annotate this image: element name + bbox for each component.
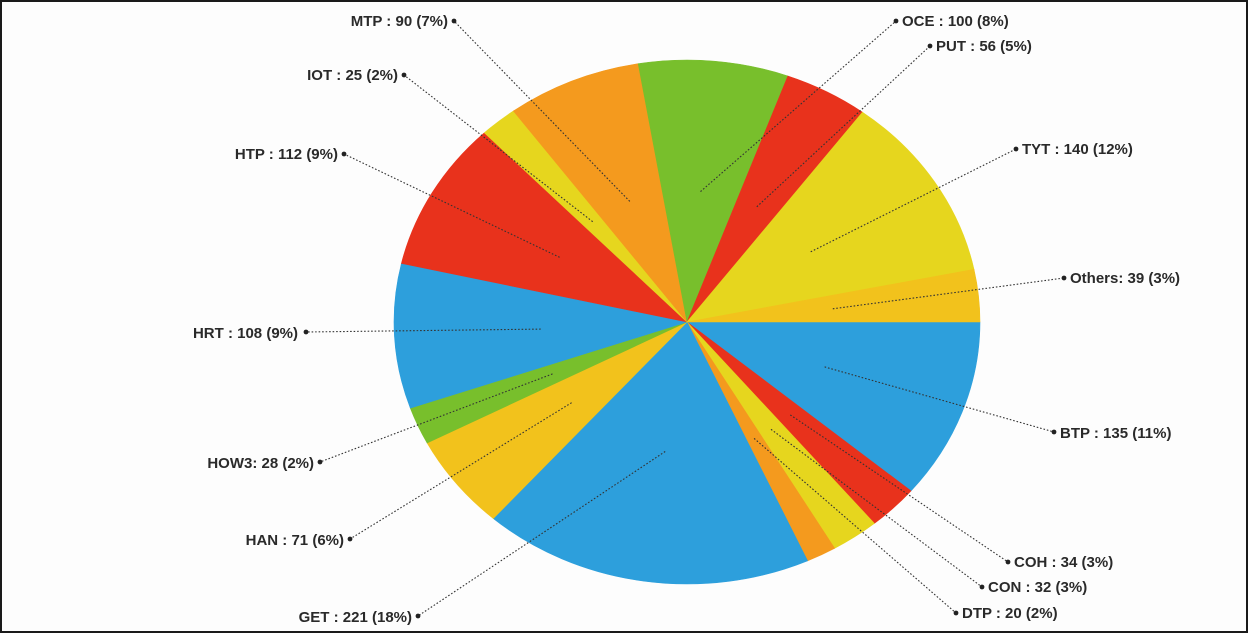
leader-arrowhead-dtp xyxy=(953,610,959,616)
slice-label-btp: BTP : 135 (11%) xyxy=(1060,425,1171,442)
pie-slice-mtp xyxy=(512,63,688,323)
pie-slice-btp xyxy=(686,321,981,492)
leader-arrowhead-oce xyxy=(893,18,899,24)
slice-label-mtp: MTP : 90 (7%) xyxy=(351,13,448,30)
leader-arrowhead-others xyxy=(1061,275,1067,281)
slice-label-how3: HOW3: 28 (2%) xyxy=(207,455,314,472)
slice-label-dtp: DTP : 20 (2%) xyxy=(962,605,1058,622)
slice-labels: BTP : 135 (11%) COH : 34 (3%) CON : 32 (3%… xyxy=(193,13,1180,626)
leader-line-put xyxy=(756,45,931,208)
leader-line-han xyxy=(349,402,572,540)
leader-line-oce xyxy=(700,20,897,193)
leader-arrowhead-coh xyxy=(1005,559,1011,565)
slice-label-iot: IOT : 25 (2%) xyxy=(307,67,398,84)
leader-line-how3 xyxy=(319,373,553,463)
leader-lines xyxy=(303,18,1067,619)
pie-slice-others xyxy=(686,268,981,323)
leader-arrowhead-hrt xyxy=(303,329,309,335)
leader-line-btp xyxy=(824,366,1055,433)
leader-line-others xyxy=(832,277,1065,310)
leader-arrowhead-btp xyxy=(1051,429,1057,435)
slice-label-hrt: HRT : 108 (9%) xyxy=(193,325,298,342)
leader-arrowhead-iot xyxy=(401,72,407,78)
leader-arrowhead-con xyxy=(979,584,985,590)
leader-line-dtp xyxy=(753,437,957,614)
slice-label-others: Others: 39 (3%) xyxy=(1070,270,1180,287)
slice-label-coh: COH : 34 (3%) xyxy=(1014,554,1113,571)
leader-arrowhead-get xyxy=(415,613,421,619)
leader-arrowhead-how3 xyxy=(317,459,323,465)
slice-label-con: CON : 32 (3%) xyxy=(988,579,1087,596)
pie-slice-hrt xyxy=(393,263,688,409)
leader-line-iot xyxy=(403,74,594,223)
leader-line-hrt xyxy=(305,328,541,333)
slice-label-put: PUT : 56 (5%) xyxy=(936,38,1032,55)
slice-label-han: HAN : 71 (6%) xyxy=(246,532,344,549)
slice-label-htp: HTP : 112 (9%) xyxy=(235,146,338,163)
slice-label-tyt: TYT : 140 (12%) xyxy=(1022,141,1133,158)
slice-label-get: GET : 221 (18%) xyxy=(299,609,412,626)
slice-label-oce: OCE : 100 (8%) xyxy=(902,13,1009,30)
pie-slice-oce xyxy=(637,59,789,324)
leader-arrowhead-han xyxy=(347,536,353,542)
leader-arrowhead-put xyxy=(927,43,933,49)
pie-slices xyxy=(393,59,981,585)
leader-line-get xyxy=(417,451,666,617)
leader-arrowhead-tyt xyxy=(1013,146,1019,152)
pie-slice-tyt xyxy=(686,111,975,323)
leader-arrowhead-mtp xyxy=(451,18,457,24)
pie-slice-get xyxy=(492,321,809,585)
pie-slice-htp xyxy=(401,132,688,323)
leader-arrowhead-htp xyxy=(341,151,347,157)
leader-line-htp xyxy=(343,153,560,258)
